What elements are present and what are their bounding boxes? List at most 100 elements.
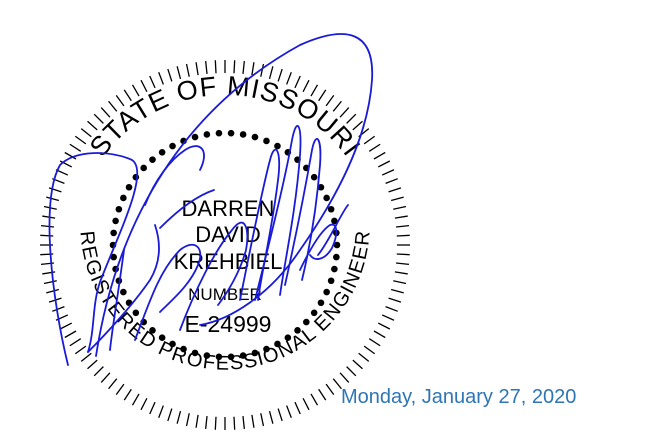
- seal-tick: [385, 178, 398, 184]
- seal-tick: [260, 63, 265, 77]
- seal-dot: [215, 129, 223, 137]
- seal-tick: [294, 401, 301, 415]
- signature-scribble: [48, 33, 373, 366]
- seal-tick: [43, 280, 57, 285]
- seal-tick: [390, 196, 404, 202]
- seal-dot: [333, 253, 340, 261]
- seal-tick: [131, 84, 140, 97]
- seal-tick: [64, 151, 77, 160]
- seal-tick: [115, 94, 125, 107]
- seal-tick: [339, 107, 350, 118]
- seal-dot: [239, 352, 247, 359]
- seal-tick: [394, 215, 408, 219]
- seal-tick: [48, 187, 62, 193]
- seal-dot: [169, 340, 176, 348]
- seal-dot: [331, 265, 338, 273]
- seal-tick: [396, 253, 410, 256]
- seal-tick: [325, 94, 335, 107]
- seal-dotted-ring: [109, 129, 341, 361]
- seal-dot: [263, 137, 270, 145]
- seal-tick: [131, 393, 140, 406]
- seal-tick: [87, 359, 98, 370]
- seal-dot: [323, 288, 330, 296]
- seal-tick: [149, 401, 156, 415]
- seal-dot: [132, 173, 140, 181]
- seal-tick: [251, 62, 255, 76]
- seal-dot: [140, 164, 147, 172]
- seal-tick: [268, 66, 274, 80]
- seal-dot: [110, 229, 117, 237]
- seal-tick: [395, 225, 410, 228]
- seal-tick-ring: [40, 60, 410, 430]
- seal-dot: [158, 148, 166, 156]
- seal-tick: [339, 372, 350, 383]
- seal-dot: [180, 345, 187, 353]
- seal-tick: [251, 414, 255, 428]
- seal-tick: [286, 72, 292, 85]
- seal-tick: [377, 160, 391, 168]
- seal-dot: [112, 217, 119, 225]
- seal-tick: [100, 372, 111, 383]
- seal-tick: [214, 416, 217, 430]
- seal-tick: [260, 413, 265, 427]
- seal-tick: [46, 196, 60, 202]
- seal-tick: [396, 234, 410, 237]
- seal-dot: [251, 349, 259, 357]
- seal-tick: [242, 415, 245, 430]
- seal-tick: [358, 352, 370, 362]
- seal-tick: [368, 338, 381, 347]
- seal-dot: [317, 299, 325, 307]
- seal-state-text: STATE OF MISSOURI: [84, 71, 367, 162]
- seal-dot: [284, 334, 292, 342]
- seal-tick: [149, 75, 156, 89]
- seal-tick: [158, 405, 164, 418]
- seal-tick: [93, 366, 104, 377]
- seal-dot: [239, 131, 247, 138]
- seal-dot: [191, 349, 199, 357]
- seal-dot: [132, 309, 140, 317]
- seal-tick: [352, 120, 363, 131]
- seal-tick: [205, 415, 208, 430]
- seal-dot: [215, 353, 223, 361]
- seal-dot: [303, 318, 310, 326]
- seal-tick: [332, 100, 342, 112]
- seal-tick: [140, 79, 148, 93]
- seal-dot: [191, 133, 199, 141]
- seal-dot: [310, 173, 318, 181]
- seal-dot: [274, 142, 281, 150]
- seal-tick: [158, 72, 164, 85]
- seal-tick: [59, 322, 73, 330]
- seal-tick: [385, 306, 398, 312]
- seal-dot: [203, 131, 211, 138]
- seal-tick: [176, 410, 182, 424]
- seal-tick: [286, 405, 292, 418]
- seal-tick: [115, 383, 125, 396]
- seal-tick: [167, 68, 173, 82]
- seal-tick: [294, 75, 301, 89]
- seal-tick: [40, 225, 55, 228]
- seal-tick: [388, 297, 402, 303]
- seal-tick: [277, 68, 283, 82]
- seal-tick: [205, 60, 208, 75]
- seal-tick: [395, 262, 410, 265]
- seal-tick: [268, 410, 274, 424]
- seal-tick: [318, 388, 327, 401]
- seal-tick: [69, 338, 82, 347]
- seal-dot: [169, 142, 176, 150]
- seal-tick: [69, 143, 82, 152]
- seal-dot: [115, 205, 123, 213]
- seal-tick: [388, 187, 402, 193]
- seal-dot: [327, 277, 335, 285]
- seal-dot: [294, 327, 301, 334]
- seal-tick: [74, 135, 87, 145]
- seal-dot: [149, 156, 156, 163]
- seal-tick: [325, 383, 335, 396]
- seal-tick: [233, 60, 236, 74]
- seal-tick: [310, 84, 319, 97]
- seal-tick: [346, 113, 357, 124]
- seal-dot: [274, 340, 281, 348]
- seal-dot: [310, 309, 318, 317]
- seal-tick: [302, 79, 310, 93]
- seal-tick: [167, 408, 173, 422]
